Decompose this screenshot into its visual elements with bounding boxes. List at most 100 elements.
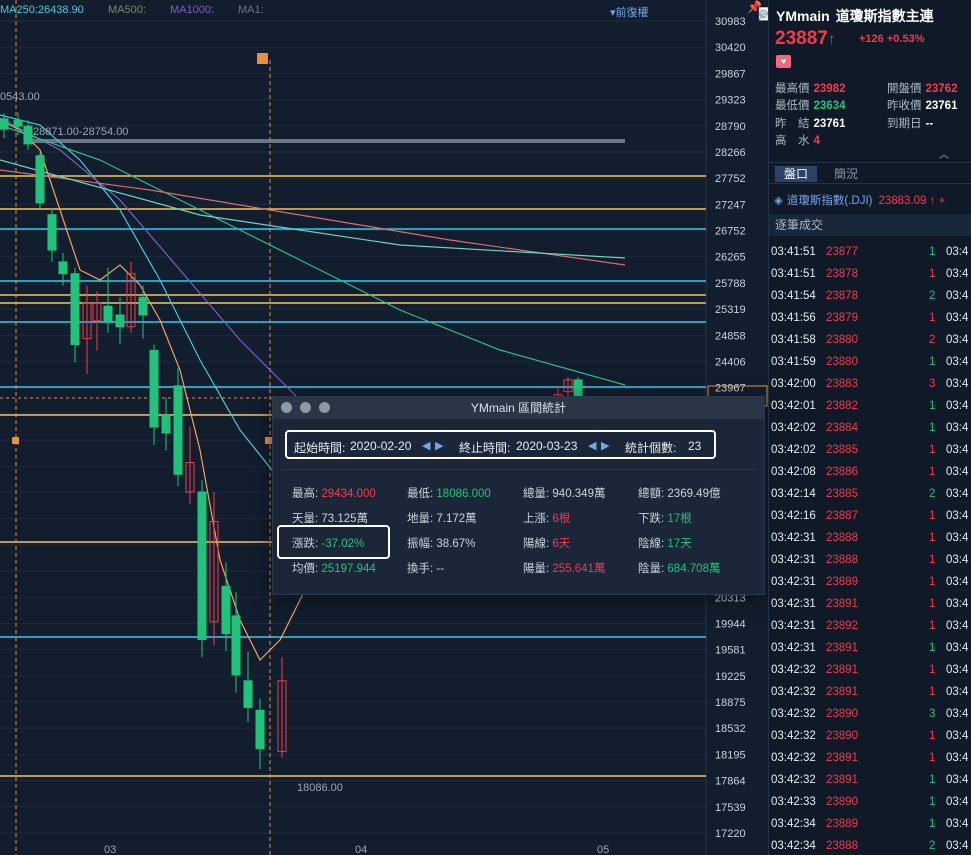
price-tick-label: 27752 bbox=[715, 173, 746, 185]
tab-order-book[interactable]: 盤口 bbox=[775, 166, 818, 182]
end-prev-arrow-icon[interactable]: ◀ bbox=[588, 440, 597, 452]
index-change: ↑ + bbox=[929, 195, 946, 207]
candle-body bbox=[13, 119, 23, 127]
count-value: 23 bbox=[688, 439, 702, 453]
stat-up-label: 上漲: bbox=[523, 513, 550, 525]
price-tick-label: 24858 bbox=[715, 330, 746, 342]
tick-time-next: 03:4 bbox=[946, 400, 969, 412]
stat-avg-value: 25197.944 bbox=[321, 563, 376, 575]
tick-time-next: 03:4 bbox=[946, 664, 969, 676]
start-date[interactable]: 2020-02-20 bbox=[350, 439, 412, 453]
settings-gear-icon[interactable]: ⚙ bbox=[758, 7, 768, 21]
price-adjust-dropdown[interactable]: ▾前復權 bbox=[610, 7, 649, 19]
moving-average-line bbox=[0, 169, 626, 266]
price-tick-label: 17220 bbox=[715, 828, 746, 840]
close-dot-icon[interactable] bbox=[281, 402, 292, 413]
stat-yin-days: 陰線: 17天 bbox=[638, 535, 692, 551]
tick-time-next: 03:4 bbox=[946, 268, 969, 280]
quote-open-label: 開盤價 bbox=[887, 83, 922, 95]
tick-time: 03:42:02 bbox=[771, 422, 816, 434]
stat-down-value: 17根 bbox=[667, 513, 692, 525]
tick-time-next: 03:4 bbox=[946, 730, 969, 742]
ma1-label: MA1: bbox=[238, 4, 264, 16]
tick-time: 03:41:58 bbox=[771, 334, 816, 346]
pin-icon[interactable]: 📌 bbox=[747, 0, 762, 14]
tick-row: 03:42:31 23888 1 03:4 bbox=[769, 550, 971, 572]
tick-time: 03:42:32 bbox=[771, 708, 816, 720]
price-tick-label: 23967 bbox=[715, 383, 746, 395]
quote-open: 開盤價 23762 bbox=[887, 80, 957, 96]
price-tick-label: 25788 bbox=[715, 278, 746, 290]
chart-type-icon[interactable]: 📈 bbox=[758, 7, 768, 21]
zoom-out-icon[interactable]: ⊖ bbox=[758, 7, 768, 21]
up-arrow-icon: ↑ bbox=[827, 31, 836, 48]
tick-price: 23891 bbox=[826, 664, 858, 676]
stat-amplitude: 振幅: 38.67% bbox=[407, 535, 475, 551]
start-label: 起始時間: bbox=[294, 441, 346, 455]
end-date[interactable]: 2020-03-23 bbox=[516, 439, 578, 453]
tick-price: 23877 bbox=[826, 246, 858, 258]
tick-time-next: 03:4 bbox=[946, 444, 969, 456]
range-handle-icon bbox=[12, 437, 19, 444]
maximize-dot-icon[interactable] bbox=[319, 402, 330, 413]
price-tick-label: 29867 bbox=[715, 68, 746, 80]
favorite-heart-icon[interactable]: ♥ bbox=[776, 55, 791, 68]
moving-average-line bbox=[0, 159, 626, 259]
price-tick-label: 18195 bbox=[715, 749, 746, 761]
stat-skyvol-value: 73.125萬 bbox=[321, 513, 369, 525]
tick-time: 03:41:51 bbox=[771, 268, 816, 280]
minimize-dot-icon[interactable] bbox=[300, 402, 311, 413]
tick-volume: 1 bbox=[929, 422, 936, 434]
tick-row: 03:42:34 23889 1 03:4 bbox=[769, 814, 971, 836]
price-tick-label: 18532 bbox=[715, 723, 746, 735]
price-change: +126 +0.53% bbox=[859, 33, 924, 45]
candle-body bbox=[35, 155, 45, 204]
stat-low: 最低: 18086.000 bbox=[407, 485, 491, 501]
instrument-header: YMmain 道瓊斯指數主連 bbox=[776, 6, 934, 26]
dialog-titlebar[interactable]: YMmain 區間統計 bbox=[273, 397, 764, 419]
index-value: 23883.09 bbox=[878, 195, 927, 207]
tick-list[interactable]: 03:41:51 23877 1 03:4 03:41:51 23878 1 03:4 03:4… bbox=[769, 242, 971, 855]
stat-groundvol-label: 地量: bbox=[407, 513, 434, 525]
tick-price: 23888 bbox=[826, 532, 858, 544]
price-tick-label: 27247 bbox=[715, 199, 746, 211]
tick-time-next: 03:4 bbox=[946, 532, 969, 544]
end-next-arrow-icon[interactable]: ▶ bbox=[601, 440, 610, 452]
stat-volume-value: 940.349萬 bbox=[552, 488, 606, 500]
collapse-caret-icon[interactable]: ︿ bbox=[939, 150, 949, 161]
tick-volume: 2 bbox=[929, 334, 936, 346]
tab-overview[interactable]: 簡況 bbox=[834, 167, 859, 181]
ma250-label: MA250:26438.90 bbox=[0, 4, 84, 16]
ma500-label: MA500: bbox=[108, 4, 146, 16]
tick-row: 03:42:32 23890 1 03:4 bbox=[769, 726, 971, 748]
tick-time-next: 03:4 bbox=[946, 774, 969, 786]
tick-row: 03:42:32 23891 1 03:4 bbox=[769, 748, 971, 770]
tick-price: 23890 bbox=[826, 708, 858, 720]
start-prev-arrow-icon[interactable]: ◀ bbox=[422, 440, 431, 452]
candle-body bbox=[126, 273, 136, 328]
date-tick-label: 04 bbox=[355, 844, 367, 855]
divider bbox=[281, 469, 756, 470]
stat-yang-days: 陽線: 6天 bbox=[523, 535, 570, 551]
tick-time-next: 03:4 bbox=[946, 378, 969, 390]
tick-volume: 1 bbox=[929, 356, 936, 368]
tick-price: 23879 bbox=[826, 312, 858, 324]
zoom-in-icon[interactable]: ⊕ bbox=[758, 7, 768, 21]
candle-body bbox=[23, 125, 33, 145]
tick-time: 03:42:31 bbox=[771, 598, 816, 610]
candle-body bbox=[209, 520, 219, 623]
start-next-arrow-icon[interactable]: ▶ bbox=[435, 440, 444, 452]
stat-volume-label: 總量: bbox=[523, 488, 550, 500]
stat-groundvol-value: 7.172萬 bbox=[436, 513, 477, 525]
moving-average-line bbox=[0, 117, 341, 431]
tick-price: 23878 bbox=[826, 290, 858, 302]
count-label: 統計個數: bbox=[625, 441, 677, 455]
quote-expiry: 到期日 -- bbox=[887, 115, 933, 131]
related-index[interactable]: ◈ 道瓊斯指數(.DJI) 23883.09 ↑ + bbox=[774, 192, 945, 208]
change-highlight-box bbox=[277, 525, 390, 559]
price-tick-label: 26752 bbox=[715, 226, 746, 238]
quote-low: 最低價 23634 bbox=[775, 97, 845, 113]
quote-premium-value: 4 bbox=[813, 135, 820, 147]
candlestick-chart[interactable]: 30983 30420 29867 29323 28790 28266 27752 27247… bbox=[0, 0, 768, 855]
tick-row: 03:42:01 23882 1 03:4 bbox=[769, 396, 971, 418]
